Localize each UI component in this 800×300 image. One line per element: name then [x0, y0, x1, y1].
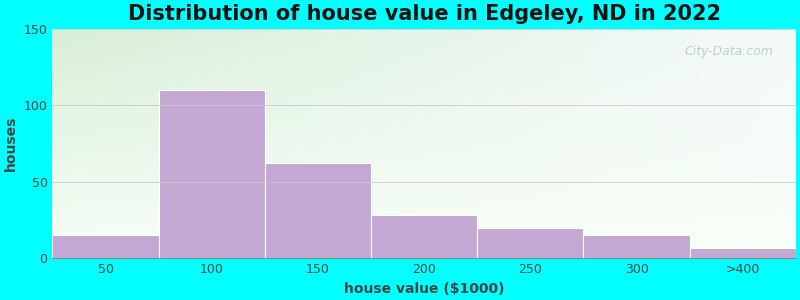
X-axis label: house value ($1000): house value ($1000): [344, 282, 504, 296]
Title: Distribution of house value in Edgeley, ND in 2022: Distribution of house value in Edgeley, …: [128, 4, 721, 24]
Bar: [158, 90, 265, 258]
Bar: [690, 248, 796, 258]
Bar: [371, 215, 478, 258]
Bar: [53, 236, 158, 258]
Bar: [583, 236, 690, 258]
Y-axis label: houses: houses: [4, 116, 18, 171]
Bar: [265, 164, 371, 258]
Bar: [478, 228, 583, 258]
Text: City-Data.com: City-Data.com: [685, 45, 774, 58]
